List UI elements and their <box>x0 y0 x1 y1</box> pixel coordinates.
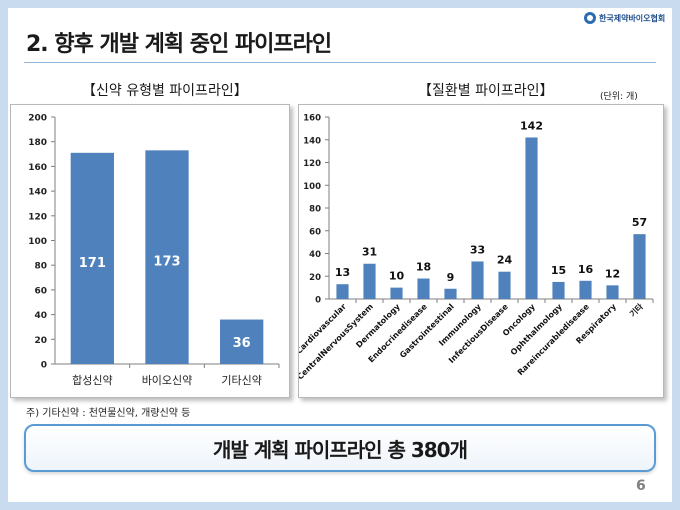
chart-type: 0 20 40 60 80 100 120 140 160 180 200 171 합성신약 173 바이오… <box>28 114 280 387</box>
y-tick-label: 140 <box>303 136 321 146</box>
data-label: 16 <box>578 263 594 276</box>
footnote: 주) 기타신약 : 천연물신약, 개량신약 등 <box>26 408 191 419</box>
y-tick-label: 140 <box>28 188 47 198</box>
summary-banner: 개발 계획 파이프라인 총 380개 <box>24 424 656 472</box>
bar <box>579 280 592 299</box>
bar <box>220 319 264 364</box>
data-label: 171 <box>79 256 106 271</box>
bar <box>471 261 484 299</box>
y-tick-label: 100 <box>28 237 47 247</box>
x-tick-label: 합성신약 <box>72 373 112 387</box>
bar <box>525 137 538 299</box>
chart-panel-disease: 0 20 40 60 80 100 120 140 160 13 Cardiovascular 31 C… <box>294 104 664 398</box>
y-tick-label: 160 <box>303 114 321 124</box>
bar <box>145 150 189 364</box>
y-tick-label: 60 <box>34 286 47 296</box>
chart-title-disease: 【질환별 파이프라인】 <box>418 83 554 99</box>
bar <box>633 234 646 299</box>
y-tick-label: 80 <box>34 262 47 272</box>
bar <box>498 271 511 299</box>
data-label: 31 <box>362 246 377 259</box>
y-tick-label: 60 <box>309 227 321 237</box>
x-tick-label: 바이오신약 <box>142 373 193 387</box>
y-tick-label: 20 <box>309 273 321 283</box>
y-tick-label: 20 <box>34 336 47 346</box>
data-label: 10 <box>389 270 405 283</box>
bar <box>552 281 565 299</box>
chart-panel-type: 0 20 40 60 80 100 120 140 160 180 200 171 합성신약 173 바이오… <box>10 104 290 398</box>
data-label: 24 <box>497 254 513 267</box>
y-tick-label: 120 <box>28 212 47 222</box>
title-divider <box>24 62 656 63</box>
logo-text: 한국제약바이오협회 <box>599 13 666 23</box>
x-tick-label: 기타신약 <box>221 373 261 387</box>
data-label: 33 <box>470 243 485 256</box>
data-label: 142 <box>520 119 543 132</box>
x-tick-label: 기타 <box>627 301 645 319</box>
bar <box>444 288 457 299</box>
data-label: 9 <box>447 271 455 284</box>
bar <box>606 285 619 299</box>
bar <box>363 263 376 299</box>
y-tick-label: 40 <box>34 311 47 321</box>
bar <box>336 284 349 299</box>
data-label: 57 <box>632 216 647 229</box>
y-tick-label: 80 <box>309 205 321 215</box>
y-tick-label: 200 <box>28 114 47 124</box>
page-title: 2. 향후 개발 계획 중인 파이프라인 <box>26 32 332 57</box>
y-tick-label: 0 <box>41 361 47 371</box>
y-tick-label: 0 <box>315 296 321 306</box>
logo-icon <box>584 12 596 24</box>
chart-title-type: 【신약 유형별 파이프라인】 <box>82 83 248 99</box>
unit-label: (단위: 개) <box>600 92 638 102</box>
data-label: 15 <box>551 264 566 277</box>
y-tick-label: 40 <box>309 250 321 260</box>
data-label: 18 <box>416 261 431 274</box>
bar <box>70 152 114 364</box>
chart-disease: 02040608010012014016013Cardiovascular31C… <box>294 114 654 382</box>
y-tick-label: 120 <box>303 159 321 169</box>
bar <box>390 287 403 299</box>
data-label: 13 <box>335 266 350 279</box>
data-label: 36 <box>233 336 251 351</box>
page-number: 6 <box>636 478 646 494</box>
data-label: 12 <box>605 267 620 280</box>
y-tick-label: 100 <box>303 182 321 192</box>
y-tick-label: 160 <box>28 163 47 173</box>
bar <box>417 278 430 299</box>
y-tick-label: 180 <box>28 138 47 148</box>
data-label: 173 <box>153 255 180 270</box>
logo: 한국제약바이오협회 <box>584 12 665 24</box>
